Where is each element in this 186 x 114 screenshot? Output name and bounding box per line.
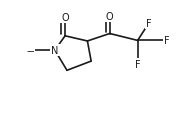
Text: –: – [26, 46, 32, 56]
Text: F: F [135, 60, 140, 69]
Text: -: - [31, 46, 34, 56]
Text: O: O [106, 12, 113, 21]
Text: F: F [146, 19, 152, 29]
Text: N: N [51, 46, 59, 56]
Text: O: O [61, 13, 69, 23]
Text: F: F [164, 36, 169, 46]
